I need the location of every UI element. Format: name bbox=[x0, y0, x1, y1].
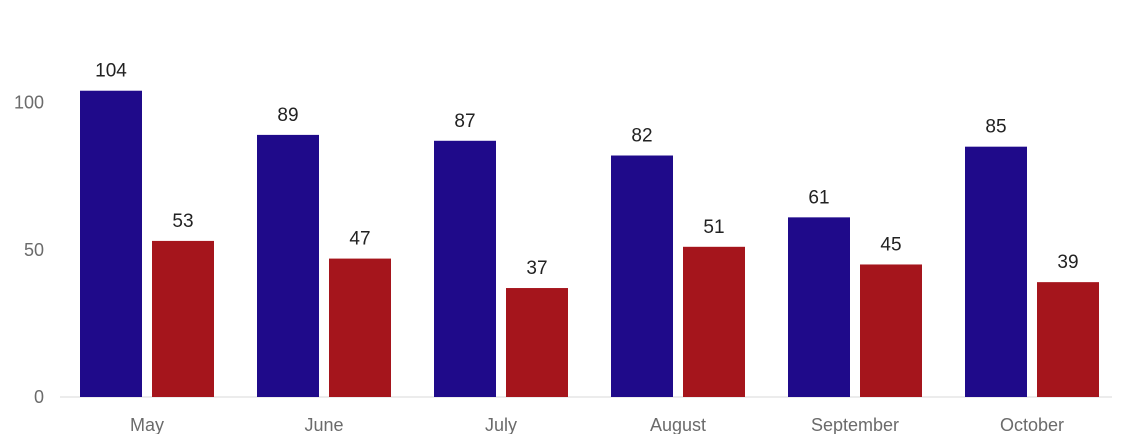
bar-series-1-july bbox=[434, 140, 496, 397]
y-tick-label: 50 bbox=[24, 240, 44, 260]
y-tick-label: 0 bbox=[34, 387, 44, 407]
bar-series-2-september bbox=[860, 264, 922, 397]
y-axis-ticks: 0 50 100 bbox=[14, 93, 44, 408]
x-category-label: May bbox=[130, 415, 164, 434]
data-label: 87 bbox=[454, 111, 475, 132]
bar-series-1-october bbox=[965, 146, 1027, 397]
bar-series-1-may bbox=[80, 90, 142, 397]
bar-series-2-august bbox=[683, 246, 745, 397]
x-axis-categories: May June July August September October bbox=[130, 415, 1064, 434]
bar-series-2-july bbox=[506, 288, 568, 397]
bar-series-2-may bbox=[152, 240, 214, 397]
data-label: 47 bbox=[349, 229, 370, 250]
data-label: 104 bbox=[95, 61, 127, 82]
bar-series-1-september bbox=[788, 217, 850, 397]
bar-series-1-june bbox=[257, 134, 319, 397]
x-category-label: October bbox=[1000, 415, 1064, 434]
bars bbox=[80, 90, 1099, 397]
bar-series-2-june bbox=[329, 258, 391, 397]
data-label: 45 bbox=[880, 234, 901, 255]
x-category-label: August bbox=[650, 415, 706, 434]
data-labels: 104 89 87 82 61 85 53 47 37 51 45 39 bbox=[95, 61, 1078, 279]
data-label: 89 bbox=[277, 105, 298, 126]
data-label: 82 bbox=[631, 126, 652, 147]
x-category-label: September bbox=[811, 415, 899, 434]
x-category-label: June bbox=[304, 415, 343, 434]
bar-series-2-october bbox=[1037, 282, 1099, 397]
data-label: 37 bbox=[526, 258, 547, 279]
bar-series-1-august bbox=[611, 155, 673, 397]
data-label: 85 bbox=[985, 117, 1006, 138]
data-label: 61 bbox=[808, 187, 829, 208]
data-label: 51 bbox=[703, 217, 724, 238]
data-label: 39 bbox=[1057, 252, 1078, 273]
x-category-label: July bbox=[485, 415, 517, 434]
data-label: 53 bbox=[172, 211, 193, 232]
y-tick-label: 100 bbox=[14, 93, 44, 113]
